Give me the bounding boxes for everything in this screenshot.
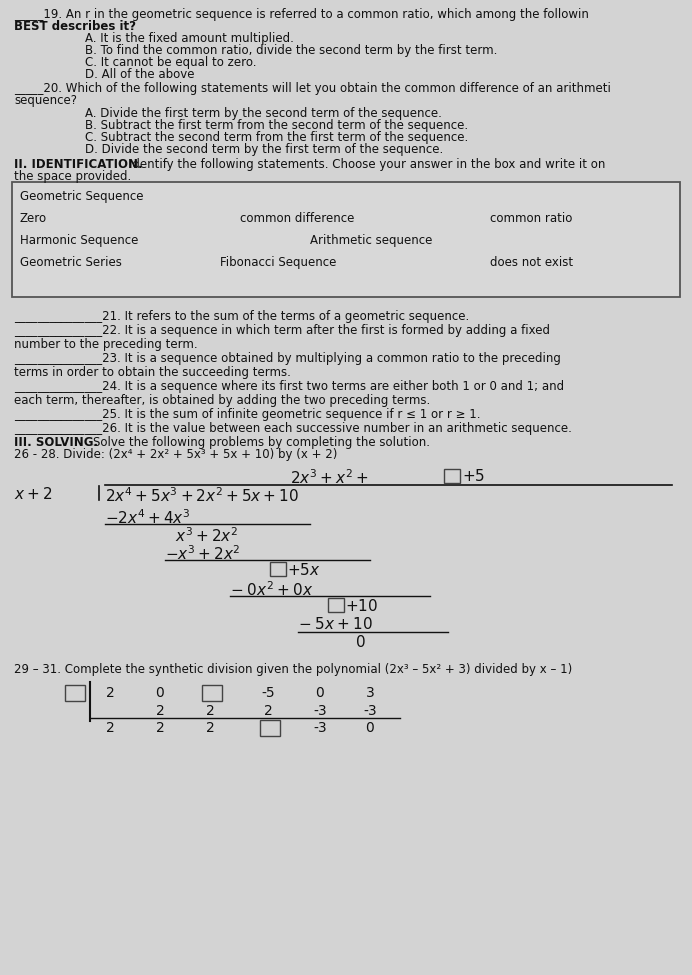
Text: _______________23. It is a sequence obtained by multiplying a common ratio to th: _______________23. It is a sequence obta… — [14, 352, 561, 365]
Text: 2: 2 — [106, 686, 114, 700]
Text: 2: 2 — [206, 704, 215, 718]
Text: _______________26. It is the value between each successive number in an arithmet: _______________26. It is the value betwe… — [14, 422, 572, 435]
FancyBboxPatch shape — [328, 598, 344, 612]
Text: 29 – 31. Complete the synthetic division given the polynomial (2x³ – 5x² + 3) di: 29 – 31. Complete the synthetic division… — [14, 663, 572, 676]
Text: $2x^4 + 5x^3 + 2x^2 + 5x + 10$: $2x^4 + 5x^3 + 2x^2 + 5x + 10$ — [105, 486, 299, 505]
Text: A. Divide the first term by the second term of the sequence.: A. Divide the first term by the second t… — [85, 107, 442, 120]
Text: 26 - 28. Divide: (2x⁴ + 2x² + 5x³ + 5x + 10) by (x + 2): 26 - 28. Divide: (2x⁴ + 2x² + 5x³ + 5x +… — [14, 448, 338, 461]
Text: -3: -3 — [313, 704, 327, 718]
Text: -3: -3 — [363, 704, 377, 718]
Text: $-\; 0x^2 + 0x$: $-\; 0x^2 + 0x$ — [230, 580, 313, 599]
Text: _______________24. It is a sequence where its first two terms are either both 1 : _______________24. It is a sequence wher… — [14, 380, 564, 393]
Text: D. Divide the second term by the first term of the sequence.: D. Divide the second term by the first t… — [85, 143, 444, 156]
Text: the space provided.: the space provided. — [14, 170, 131, 183]
FancyBboxPatch shape — [65, 685, 85, 701]
Text: $- x^3 + 2x^2$: $- x^3 + 2x^2$ — [165, 544, 241, 563]
Text: $x^3 + 2x^2$: $x^3 + 2x^2$ — [175, 526, 238, 545]
Text: Solve the following problems by completing the solution.: Solve the following problems by completi… — [93, 436, 430, 449]
Text: C. Subtract the second term from the first term of the sequence.: C. Subtract the second term from the fir… — [85, 131, 468, 144]
Text: $2x^3 + x^2 +$: $2x^3 + x^2 +$ — [290, 468, 369, 487]
Text: 0: 0 — [365, 721, 374, 735]
Text: Arithmetic sequence: Arithmetic sequence — [310, 234, 432, 247]
Text: -3: -3 — [313, 721, 327, 735]
Text: _______________21. It refers to the sum of the terms of a geometric sequence.: _______________21. It refers to the sum … — [14, 310, 469, 323]
Text: D. All of the above: D. All of the above — [85, 68, 194, 81]
Text: Fibonacci Sequence: Fibonacci Sequence — [220, 256, 336, 269]
Text: _____19. An r in the geometric sequence is referred to a common ratio, which amo: _____19. An r in the geometric sequence … — [14, 8, 589, 21]
Text: 3: 3 — [365, 686, 374, 700]
Text: B. Subtract the first term from the second term of the sequence.: B. Subtract the first term from the seco… — [85, 119, 468, 132]
Text: 2: 2 — [264, 704, 273, 718]
Text: common ratio: common ratio — [490, 212, 572, 225]
Text: Harmonic Sequence: Harmonic Sequence — [20, 234, 138, 247]
Text: _______________25. It is the sum of infinite geometric sequence if r ≤ 1 or r ≥ : _______________25. It is the sum of infi… — [14, 408, 480, 421]
Text: 2: 2 — [156, 704, 165, 718]
Text: _____20. Which of the following statements will let you obtain the common differ: _____20. Which of the following statemen… — [14, 82, 611, 95]
Text: sequence?: sequence? — [14, 94, 77, 107]
Text: II. IDENTIFICATION.: II. IDENTIFICATION. — [14, 158, 143, 171]
Text: $+ 10$: $+ 10$ — [345, 598, 378, 614]
Text: _______________22. It is a sequence in which term after the first is formed by a: _______________22. It is a sequence in w… — [14, 324, 550, 337]
FancyBboxPatch shape — [260, 720, 280, 736]
Text: number to the preceding term.: number to the preceding term. — [14, 338, 198, 351]
Text: 2: 2 — [156, 721, 165, 735]
Text: Geometric Sequence: Geometric Sequence — [20, 190, 143, 203]
FancyBboxPatch shape — [12, 182, 680, 297]
FancyBboxPatch shape — [202, 685, 222, 701]
Text: A. It is the fixed amount multiplied.: A. It is the fixed amount multiplied. — [85, 32, 294, 45]
Text: does not exist: does not exist — [490, 256, 573, 269]
Text: $x + 2$: $x + 2$ — [14, 486, 53, 502]
Text: C. It cannot be equal to zero.: C. It cannot be equal to zero. — [85, 56, 257, 69]
Text: 0: 0 — [316, 686, 325, 700]
Text: III. SOLVING.: III. SOLVING. — [14, 436, 98, 449]
Text: each term, thereafter, is obtained by adding the two preceding terms.: each term, thereafter, is obtained by ad… — [14, 394, 430, 407]
Text: $-\; 5x + 10$: $-\; 5x + 10$ — [298, 616, 373, 632]
FancyBboxPatch shape — [444, 469, 460, 483]
Text: terms in order to obtain the succeeding terms.: terms in order to obtain the succeeding … — [14, 366, 291, 379]
Text: common difference: common difference — [240, 212, 354, 225]
Text: 2: 2 — [106, 721, 114, 735]
Text: $+ 5x$: $+ 5x$ — [287, 562, 320, 578]
Text: B. To find the common ratio, divide the second term by the first term.: B. To find the common ratio, divide the … — [85, 44, 498, 57]
Text: -5: -5 — [261, 686, 275, 700]
Text: 2: 2 — [206, 721, 215, 735]
Text: Identify the following statements. Choose your answer in the box and write it on: Identify the following statements. Choos… — [129, 158, 606, 171]
FancyBboxPatch shape — [270, 562, 286, 576]
Text: Zero: Zero — [20, 212, 47, 225]
Text: $+ 5$: $+ 5$ — [462, 468, 485, 484]
Text: 0: 0 — [156, 686, 165, 700]
Text: $-2x^4 + 4x^3$: $-2x^4 + 4x^3$ — [105, 508, 190, 526]
Text: $0$: $0$ — [355, 634, 365, 650]
Text: BEST describes it?: BEST describes it? — [14, 20, 136, 33]
Text: Geometric Series: Geometric Series — [20, 256, 122, 269]
